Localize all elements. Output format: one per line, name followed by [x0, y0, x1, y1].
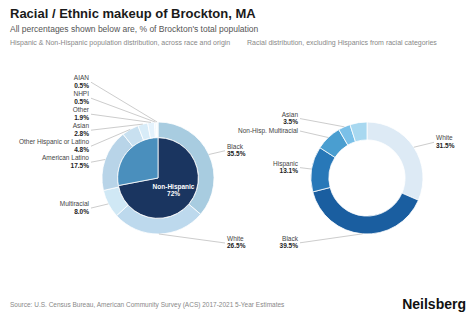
pie-slice: [118, 138, 198, 219]
slice-label: Asian: [282, 111, 299, 118]
slice-label: Black: [227, 143, 244, 150]
data-label: 72%: [167, 190, 180, 197]
title: Racial / Ethnic makeup of Brockton, MA: [10, 6, 256, 21]
leader-line: [91, 114, 151, 122]
pie-group: [311, 122, 423, 234]
data-label: 13.1%: [280, 167, 299, 174]
subtitle: All percentages shown below are, % of Br…: [10, 24, 259, 34]
slice-label: American Latino: [42, 154, 89, 161]
slice-label: Asian: [73, 122, 90, 129]
slice-label: NHPI: [73, 90, 89, 97]
donut-slice: [156, 122, 158, 138]
pie-group: [102, 122, 214, 234]
donut-slice: [367, 122, 423, 200]
leader-line: [300, 131, 328, 138]
leader-line: [91, 82, 157, 122]
leader-line: [300, 234, 363, 243]
background: [0, 0, 474, 316]
leader-line: [91, 98, 155, 122]
data-label: 1.9%: [74, 114, 89, 121]
slice-label: AIAN: [74, 74, 89, 81]
data-label: 4.8%: [74, 146, 89, 153]
slice-label: Multiracial: [60, 200, 90, 207]
chart-title-line: Racial distribution, excluding Hispanics…: [247, 39, 437, 47]
leader-line: [91, 160, 105, 163]
leader-line: [91, 124, 143, 130]
chart-title: Racial distribution, excluding Hispanics…: [247, 39, 437, 47]
source-note: Source: U.S. Census Bureau, American Com…: [10, 301, 285, 309]
data-label: 17.5%: [71, 162, 90, 169]
donut-slice: [350, 122, 367, 142]
donut-slice: [313, 187, 419, 234]
data-label: 26.5%: [227, 242, 246, 249]
chart-title: Hispanic & Non-Hispanic population distr…: [10, 39, 230, 47]
data-label: 0.5%: [74, 82, 89, 89]
leader-line: [300, 119, 344, 127]
slice-label: White: [227, 235, 244, 242]
label-group: Asian3.5%Non-Hisp. MultiracialHispanic13…: [238, 111, 455, 250]
data-label: 0.5%: [74, 98, 89, 105]
data-label: 31.5%: [436, 142, 455, 149]
pie-slice: [118, 138, 158, 186]
branding: Neilsberg: [402, 296, 466, 312]
leader-line: [91, 204, 108, 208]
label-group: Non-Hispanic72%AIAN0.5%NHPI0.5%Other1.9%…: [19, 74, 246, 249]
chart-title-line: Hispanic & Non-Hispanic population distr…: [10, 39, 230, 47]
data-label: 2.8%: [74, 130, 89, 137]
slice-label: Black: [282, 235, 299, 242]
leader-line: [209, 151, 225, 155]
slice-label: Non-Hisp. Multiracial: [238, 127, 299, 135]
leader-line: [159, 234, 225, 243]
data-label: 3.5%: [283, 118, 298, 125]
leader-line: [300, 168, 312, 169]
leader-line: [414, 142, 434, 147]
data-label: 8.0%: [74, 208, 89, 215]
data-label: 35.5%: [227, 150, 246, 157]
slice-label: Other: [73, 106, 90, 113]
data-label: 39.5%: [280, 242, 299, 249]
slice-label: White: [436, 134, 453, 141]
chart-root: Racial / Ethnic makeup of Brockton, MA Al…: [0, 0, 474, 316]
leader-line: [91, 129, 130, 146]
